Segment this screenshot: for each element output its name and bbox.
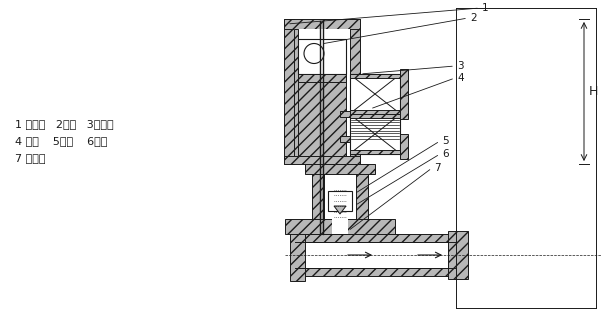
Text: H: H <box>589 85 599 98</box>
Bar <box>448 231 468 279</box>
Text: 4: 4 <box>457 73 464 83</box>
Bar <box>298 79 346 156</box>
Bar <box>284 19 294 164</box>
Bar <box>285 219 395 234</box>
Bar <box>295 234 456 242</box>
Bar <box>298 39 346 74</box>
Text: 2: 2 <box>470 13 476 23</box>
Text: 4 线圈    5弹簧    6活塞: 4 线圈 5弹簧 6活塞 <box>15 136 107 146</box>
Bar <box>294 29 350 156</box>
Bar <box>350 74 400 78</box>
Text: 7 主阀口: 7 主阀口 <box>15 153 45 163</box>
Bar <box>290 229 305 281</box>
Bar <box>298 74 346 82</box>
Bar <box>328 191 352 211</box>
Bar <box>400 134 408 159</box>
Bar <box>284 19 360 29</box>
Text: 6: 6 <box>442 149 449 159</box>
Bar <box>350 110 400 114</box>
Text: 3: 3 <box>457 61 464 71</box>
Bar <box>340 136 408 142</box>
Bar <box>350 150 400 154</box>
Bar <box>340 111 408 117</box>
Bar <box>356 174 368 219</box>
Text: 5: 5 <box>442 136 449 146</box>
Bar <box>305 164 375 174</box>
Text: 1 防尘罩   2拉杆   3动铁芯: 1 防尘罩 2拉杆 3动铁芯 <box>15 119 114 129</box>
Polygon shape <box>334 206 346 214</box>
Bar <box>350 74 400 114</box>
Bar <box>295 268 456 276</box>
Text: 7: 7 <box>434 163 441 173</box>
Bar <box>350 19 360 164</box>
Text: 1: 1 <box>482 3 489 13</box>
Bar <box>350 114 400 118</box>
Bar <box>312 174 324 219</box>
Bar <box>332 219 348 234</box>
Bar <box>400 69 408 119</box>
Circle shape <box>304 44 324 64</box>
Bar <box>350 114 400 154</box>
Bar <box>284 156 360 164</box>
Bar <box>294 29 298 156</box>
